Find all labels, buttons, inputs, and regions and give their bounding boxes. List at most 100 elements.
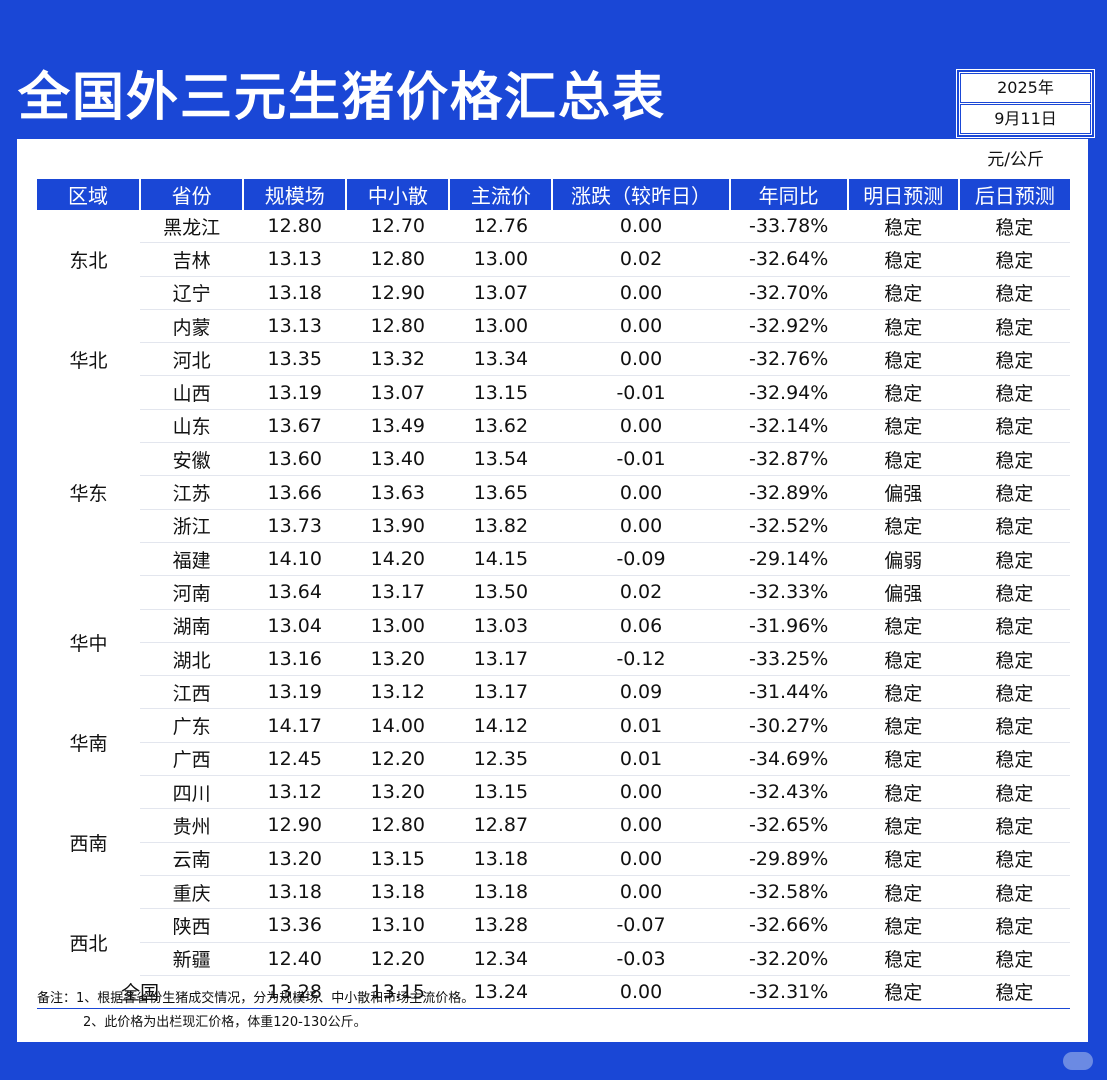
table-row: 江苏 13.66 13.63 13.65 0.00 -32.89% 偏强 稳定 bbox=[37, 475, 1070, 510]
day-after-forecast-cell: 稳定 bbox=[958, 775, 1070, 810]
province-cell: 河南 bbox=[140, 575, 244, 610]
small-farm-cell: 13.40 bbox=[346, 442, 450, 477]
small-farm-cell: 12.80 bbox=[346, 808, 450, 843]
price-table: 区域 省份 规模场 中小散 主流价 涨跌（较昨日） 年同比 明日预测 后日预测 … bbox=[37, 179, 1070, 1010]
yoy-cell: -32.64% bbox=[729, 242, 848, 277]
table-row: 新疆 12.40 12.20 12.34 -0.03 -32.20% 稳定 稳定 bbox=[37, 942, 1070, 976]
yoy-cell: -32.94% bbox=[729, 375, 848, 410]
main-price-cell: 13.17 bbox=[449, 675, 553, 710]
tomorrow-forecast-cell: 稳定 bbox=[847, 342, 959, 377]
change-cell: 0.00 bbox=[552, 775, 730, 810]
total-main-price-cell: 13.24 bbox=[449, 975, 553, 1010]
footnote-line-2: 2、此价格为出栏现汇价格，体重120-130公斤。 bbox=[83, 1015, 367, 1030]
province-cell: 福建 bbox=[140, 542, 244, 577]
table-row: 广西 12.45 12.20 12.35 0.01 -34.69% 稳定 稳定 bbox=[37, 742, 1070, 777]
tomorrow-forecast-cell: 稳定 bbox=[847, 808, 959, 843]
table-row: 云南 13.20 13.15 13.18 0.00 -29.89% 稳定 稳定 bbox=[37, 842, 1070, 876]
yoy-cell: -32.70% bbox=[729, 276, 848, 310]
col-header-main-price: 主流价 bbox=[448, 179, 553, 210]
large-farm-cell: 13.64 bbox=[243, 575, 347, 610]
change-cell: 0.01 bbox=[552, 742, 730, 777]
yoy-cell: -33.25% bbox=[729, 642, 848, 677]
col-header-province: 省份 bbox=[139, 179, 244, 210]
small-farm-cell: 13.17 bbox=[346, 575, 450, 610]
large-farm-cell: 13.67 bbox=[243, 409, 347, 444]
col-header-region: 区域 bbox=[37, 179, 141, 210]
total-large-farm-cell: 13.28 bbox=[243, 975, 347, 1010]
tomorrow-forecast-cell: 稳定 bbox=[847, 276, 959, 310]
change-cell: 0.02 bbox=[552, 575, 730, 610]
change-cell: 0.00 bbox=[552, 210, 730, 244]
yoy-cell: -30.27% bbox=[729, 708, 848, 743]
tomorrow-forecast-cell: 稳定 bbox=[847, 708, 959, 743]
tomorrow-forecast-cell: 稳定 bbox=[847, 842, 959, 876]
yoy-cell: -32.43% bbox=[729, 775, 848, 810]
province-cell: 辽宁 bbox=[140, 276, 244, 310]
main-price-cell: 13.18 bbox=[449, 875, 553, 910]
day-after-forecast-cell: 稳定 bbox=[958, 842, 1070, 876]
main-price-cell: 14.12 bbox=[449, 708, 553, 743]
yoy-cell: -32.89% bbox=[729, 475, 848, 510]
province-cell: 云南 bbox=[140, 842, 244, 876]
large-farm-cell: 13.19 bbox=[243, 375, 347, 410]
main-price-cell: 13.15 bbox=[449, 775, 553, 810]
small-farm-cell: 12.70 bbox=[346, 210, 450, 244]
tomorrow-forecast-cell: 稳定 bbox=[847, 442, 959, 477]
day-after-forecast-cell: 稳定 bbox=[958, 309, 1070, 344]
day-after-forecast-cell: 稳定 bbox=[958, 742, 1070, 777]
province-cell: 湖北 bbox=[140, 642, 244, 677]
main-price-cell: 13.18 bbox=[449, 842, 553, 876]
table-row: 辽宁 13.18 12.90 13.07 0.00 -32.70% 稳定 稳定 bbox=[37, 276, 1070, 310]
main-price-cell: 13.07 bbox=[449, 276, 553, 310]
change-cell: -0.09 bbox=[552, 542, 730, 577]
province-cell: 湖南 bbox=[140, 609, 244, 643]
main-price-cell: 13.50 bbox=[449, 575, 553, 610]
col-header-change: 涨跌（较昨日） bbox=[551, 179, 730, 210]
table-row: 江西 13.19 13.12 13.17 0.09 -31.44% 稳定 稳定 bbox=[37, 675, 1070, 710]
day-after-forecast-cell: 稳定 bbox=[958, 875, 1070, 910]
tomorrow-forecast-cell: 偏强 bbox=[847, 575, 959, 610]
large-farm-cell: 13.73 bbox=[243, 509, 347, 543]
small-farm-cell: 12.20 bbox=[346, 942, 450, 976]
change-cell: 0.02 bbox=[552, 242, 730, 277]
main-price-cell: 12.76 bbox=[449, 210, 553, 244]
table-row: 湖南 13.04 13.00 13.03 0.06 -31.96% 稳定 稳定 bbox=[37, 609, 1070, 643]
col-header-tomorrow: 明日预测 bbox=[846, 179, 959, 210]
tomorrow-forecast-cell: 稳定 bbox=[847, 409, 959, 444]
yoy-cell: -32.76% bbox=[729, 342, 848, 377]
table-row: 贵州 12.90 12.80 12.87 0.00 -32.65% 稳定 稳定 bbox=[37, 808, 1070, 843]
main-price-cell: 14.15 bbox=[449, 542, 553, 577]
day-after-forecast-cell: 稳定 bbox=[958, 542, 1070, 577]
large-farm-cell: 12.40 bbox=[243, 942, 347, 976]
small-farm-cell: 13.20 bbox=[346, 775, 450, 810]
table-row: 重庆 13.18 13.18 13.18 0.00 -32.58% 稳定 稳定 bbox=[37, 875, 1070, 910]
main-price-cell: 13.54 bbox=[449, 442, 553, 477]
small-farm-cell: 13.90 bbox=[346, 509, 450, 543]
main-price-cell: 13.65 bbox=[449, 475, 553, 510]
tomorrow-forecast-cell: 稳定 bbox=[847, 309, 959, 344]
change-cell: 0.00 bbox=[552, 808, 730, 843]
price-panel: 元/公斤 区域 省份 规模场 中小散 主流价 涨跌（较昨日） 年同比 明日预测 … bbox=[17, 139, 1088, 1042]
day-after-forecast-cell: 稳定 bbox=[958, 675, 1070, 710]
day-after-forecast-cell: 稳定 bbox=[958, 442, 1070, 477]
large-farm-cell: 13.16 bbox=[243, 642, 347, 677]
province-cell: 陕西 bbox=[140, 908, 244, 943]
table-row: 华南 广东 14.17 14.00 14.12 0.01 -30.27% 稳定 稳定 bbox=[37, 708, 1070, 755]
change-cell: -0.03 bbox=[552, 942, 730, 976]
change-cell: -0.07 bbox=[552, 908, 730, 943]
day-after-forecast-cell: 稳定 bbox=[958, 808, 1070, 843]
large-farm-cell: 14.17 bbox=[243, 708, 347, 743]
region-cell: 华北 bbox=[69, 349, 108, 372]
day-after-forecast-cell: 稳定 bbox=[958, 342, 1070, 377]
main-price-cell: 13.00 bbox=[449, 309, 553, 344]
yoy-cell: -29.14% bbox=[729, 542, 848, 577]
large-farm-cell: 13.12 bbox=[243, 775, 347, 810]
small-farm-cell: 12.80 bbox=[346, 242, 450, 277]
total-change-cell: 0.00 bbox=[552, 975, 730, 1010]
total-tomorrow-cell: 稳定 bbox=[847, 975, 959, 1010]
province-cell: 广东 bbox=[140, 708, 244, 743]
day-after-forecast-cell: 稳定 bbox=[958, 409, 1070, 444]
small-farm-cell: 14.00 bbox=[346, 708, 450, 743]
day-after-forecast-cell: 稳定 bbox=[958, 210, 1070, 244]
unit-label: 元/公斤 bbox=[987, 150, 1044, 170]
